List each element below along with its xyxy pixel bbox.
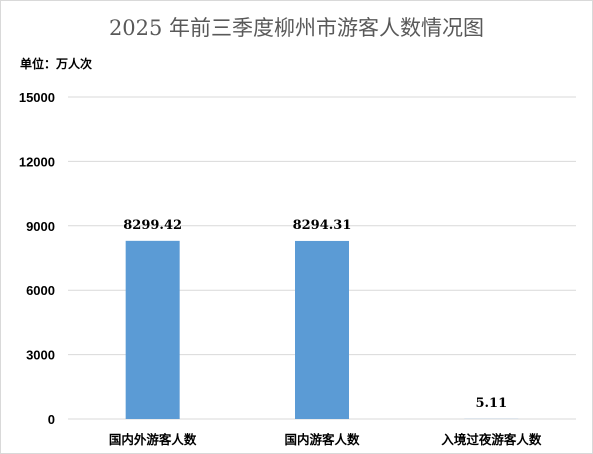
data-label: 8294.31 <box>293 218 352 233</box>
unit-label: 单位：万人次 <box>20 57 93 71</box>
category-label: 入境过夜游客人数 <box>441 432 542 447</box>
bar <box>125 240 180 419</box>
y-tick-label: 9000 <box>26 219 55 234</box>
y-tick-label: 15000 <box>19 90 55 105</box>
data-label: 8299.42 <box>123 218 182 233</box>
chart-title: 2025 年前三季度柳州市游客人数情况图 <box>108 16 485 40</box>
bar <box>295 240 349 419</box>
category-label: 国内外游客人数 <box>109 432 197 447</box>
category-label: 国内游客人数 <box>284 432 360 447</box>
y-tick-label: 6000 <box>26 283 55 298</box>
y-tick-label: 12000 <box>19 154 55 169</box>
y-tick-label: 0 <box>48 412 55 427</box>
y-tick-label: 3000 <box>26 348 55 363</box>
data-label: 5.11 <box>475 396 507 411</box>
